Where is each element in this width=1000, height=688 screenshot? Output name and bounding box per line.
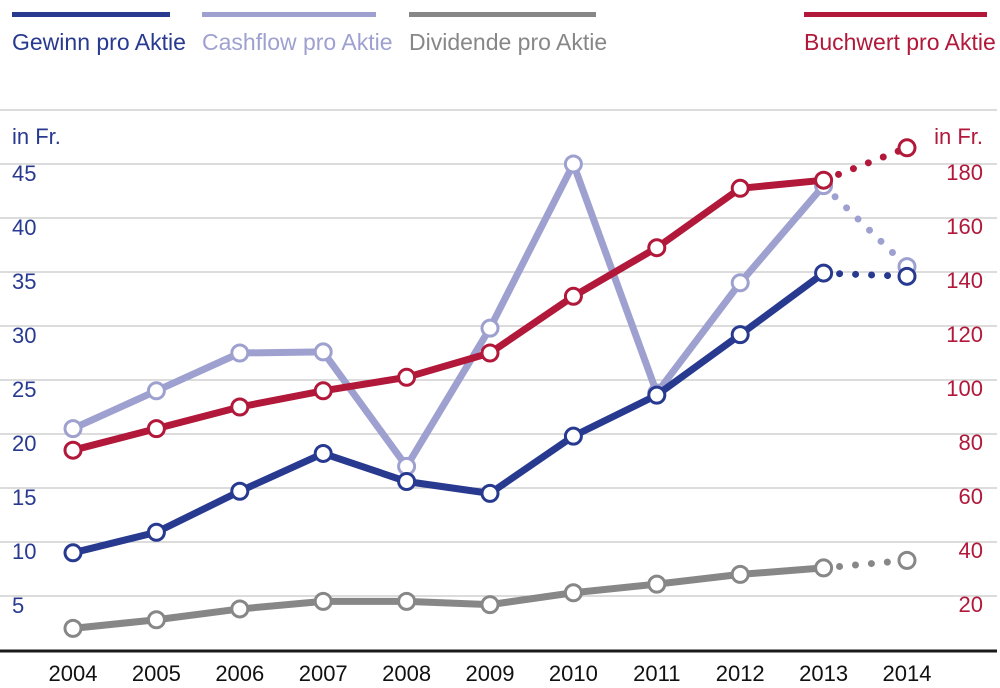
legend-label: Buchwert pro Aktie bbox=[804, 29, 996, 55]
left-axis-tick-label: 5 bbox=[12, 593, 24, 618]
left-axis-tick-label: 15 bbox=[12, 485, 36, 510]
data-point-gewinn bbox=[897, 266, 917, 286]
left-axis-tick-label: 40 bbox=[12, 215, 36, 240]
legend-label: Dividende pro Aktie bbox=[409, 29, 608, 55]
series-gewinn bbox=[63, 263, 917, 563]
data-point-cashflow bbox=[397, 456, 417, 476]
data-point-cashflow bbox=[563, 154, 583, 174]
x-axis-tick-label: 2008 bbox=[382, 661, 431, 686]
right-axis-tick-label: 80 bbox=[959, 430, 983, 455]
series-line-cashflow bbox=[69, 160, 828, 470]
right-axis-tick-label: 40 bbox=[959, 538, 983, 563]
right-axis-tick-label: 100 bbox=[946, 376, 983, 401]
legend-swatch bbox=[12, 12, 170, 17]
legend-swatch bbox=[409, 12, 596, 17]
data-point-gewinn bbox=[730, 325, 750, 345]
x-axis-tick-label: 2007 bbox=[299, 661, 348, 686]
left-axis-tick-label: 10 bbox=[12, 539, 36, 564]
left-axis-tick-label: 20 bbox=[12, 431, 36, 456]
data-point-cashflow bbox=[480, 318, 500, 338]
data-point-gewinn bbox=[397, 472, 417, 492]
legend-cashflow: Cashflow pro Aktie bbox=[202, 12, 393, 72]
series-dividende bbox=[63, 550, 917, 638]
data-point-buchwert bbox=[730, 178, 750, 198]
series-buchwert bbox=[63, 138, 917, 460]
left-axis-title: in Fr. bbox=[12, 124, 61, 149]
data-point-gewinn bbox=[814, 263, 834, 283]
data-point-buchwert bbox=[647, 238, 667, 258]
data-point-gewinn bbox=[563, 426, 583, 446]
series-projection-buchwert bbox=[820, 144, 911, 184]
data-point-dividende bbox=[313, 591, 333, 611]
data-point-gewinn bbox=[480, 483, 500, 503]
data-point-dividende bbox=[897, 550, 917, 570]
right-axis-tick-label: 180 bbox=[946, 160, 983, 185]
data-point-buchwert bbox=[814, 170, 834, 190]
right-axis-tick-label: 120 bbox=[946, 322, 983, 347]
legend-swatch bbox=[202, 12, 376, 17]
right-axis-tick-label: 60 bbox=[959, 484, 983, 509]
data-point-dividende bbox=[480, 595, 500, 615]
right-axis-tick-label: 20 bbox=[959, 592, 983, 617]
data-point-dividende bbox=[63, 618, 83, 638]
x-axis-tick-label: 2012 bbox=[716, 661, 765, 686]
series-projection-cashflow bbox=[820, 182, 911, 271]
right-axis-title: in Fr. bbox=[934, 124, 983, 149]
x-axis-tick-label: 2005 bbox=[132, 661, 181, 686]
data-point-dividende bbox=[814, 558, 834, 578]
data-point-cashflow bbox=[313, 342, 333, 362]
legend-buchwert: Buchwert pro Aktie bbox=[804, 12, 996, 72]
x-axis-tick-label: 2014 bbox=[883, 661, 932, 686]
data-point-gewinn bbox=[63, 543, 83, 563]
data-point-gewinn bbox=[313, 443, 333, 463]
left-axis-tick-label: 25 bbox=[12, 377, 36, 402]
legend-dividende: Dividende pro Aktie bbox=[409, 12, 608, 72]
right-axis-tick-label: 160 bbox=[946, 214, 983, 239]
data-point-cashflow bbox=[730, 273, 750, 293]
data-point-cashflow bbox=[146, 381, 166, 401]
data-point-dividende bbox=[230, 599, 250, 619]
data-point-gewinn bbox=[647, 385, 667, 405]
left-axis-tick-label: 35 bbox=[12, 269, 36, 294]
left-axis-tick-label: 30 bbox=[12, 323, 36, 348]
data-point-buchwert bbox=[397, 367, 417, 387]
x-axis-tick-label: 2004 bbox=[49, 661, 98, 686]
series-projection-gewinn bbox=[820, 269, 911, 280]
series-line-dividende bbox=[69, 564, 828, 632]
data-point-buchwert bbox=[563, 286, 583, 306]
data-point-dividende bbox=[563, 583, 583, 603]
data-point-buchwert bbox=[480, 343, 500, 363]
legend-label: Cashflow pro Aktie bbox=[202, 29, 393, 55]
data-point-dividende bbox=[647, 574, 667, 594]
data-point-dividende bbox=[146, 610, 166, 630]
x-axis-tick-label: 2011 bbox=[633, 661, 680, 686]
legend-gewinn: Gewinn pro Aktie bbox=[12, 12, 186, 72]
series-cashflow bbox=[63, 154, 917, 476]
data-point-buchwert bbox=[313, 381, 333, 401]
x-axis-tick-label: 2013 bbox=[799, 661, 848, 686]
data-point-buchwert bbox=[146, 419, 166, 439]
data-point-gewinn bbox=[146, 522, 166, 542]
x-axis-tick-label: 2006 bbox=[215, 661, 264, 686]
data-point-buchwert bbox=[63, 440, 83, 460]
legend-swatch bbox=[804, 12, 987, 17]
data-point-dividende bbox=[730, 564, 750, 584]
data-point-gewinn bbox=[230, 481, 250, 501]
series-projection-dividende bbox=[820, 556, 911, 572]
left-axis-tick-label: 45 bbox=[12, 161, 36, 186]
data-point-cashflow bbox=[230, 343, 250, 363]
x-axis-tick-label: 2010 bbox=[549, 661, 598, 686]
data-point-buchwert bbox=[897, 138, 917, 158]
x-axis-tick-label: 2009 bbox=[466, 661, 515, 686]
data-point-dividende bbox=[397, 591, 417, 611]
legend-label: Gewinn pro Aktie bbox=[12, 29, 186, 55]
data-point-cashflow bbox=[63, 419, 83, 439]
right-axis-tick-label: 140 bbox=[946, 268, 983, 293]
data-point-buchwert bbox=[230, 397, 250, 417]
series-line-gewinn bbox=[69, 269, 828, 557]
series-line-buchwert bbox=[69, 176, 828, 454]
